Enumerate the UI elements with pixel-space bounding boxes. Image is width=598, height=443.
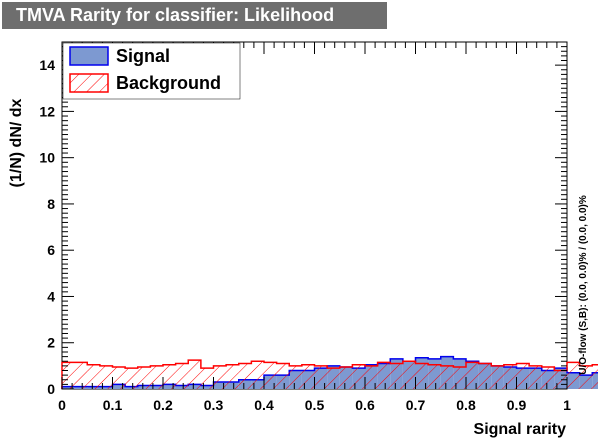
- y-tick-label: 8: [47, 196, 55, 212]
- background-bin: [327, 368, 340, 389]
- background-bin: [579, 365, 593, 389]
- background-bin: [314, 365, 328, 389]
- background-bin: [428, 364, 441, 389]
- y-tick-label: 14: [39, 57, 55, 73]
- background-bin: [301, 364, 315, 389]
- background-bin: [466, 362, 479, 389]
- legend-signal-swatch: [69, 46, 109, 66]
- background-bin: [163, 364, 176, 389]
- x-tick-label: 0.1: [103, 397, 123, 413]
- histogram-layer: [61, 355, 598, 389]
- background-bin: [226, 364, 239, 389]
- background-bin: [213, 365, 227, 389]
- background-bin: [516, 363, 530, 389]
- background-bin: [567, 362, 580, 389]
- background-bin: [251, 361, 264, 389]
- background-bin: [87, 364, 100, 389]
- background-bin: [264, 362, 277, 389]
- y-tick-label: 0: [47, 381, 55, 397]
- y-tick-label: 4: [47, 288, 55, 304]
- x-tick-label: 1: [563, 397, 571, 413]
- x-tick-label: 0.7: [406, 397, 426, 413]
- background-bin: [478, 363, 492, 389]
- background-outline: [61, 359, 598, 389]
- x-tick-label: 0.8: [456, 397, 476, 413]
- background-bin: [390, 363, 403, 389]
- background-bin: [188, 360, 201, 389]
- background-bin: [415, 363, 429, 389]
- x-tick-label: 0: [58, 397, 66, 413]
- y-tick-label: 12: [39, 103, 55, 119]
- background-bin: [125, 368, 138, 389]
- background-bin: [74, 362, 88, 389]
- x-tick-label: 0.5: [305, 397, 325, 413]
- background-bin: [175, 363, 189, 389]
- y-tick-label: 2: [47, 335, 55, 351]
- background-bin: [276, 363, 290, 389]
- background-bin: [339, 367, 353, 389]
- background-bin: [440, 365, 454, 389]
- x-tick-label: 0.4: [254, 397, 274, 413]
- x-tick-label: 0.3: [204, 397, 224, 413]
- background-bin: [137, 367, 151, 389]
- y-axis-title: (1/N) dN/ dx: [8, 98, 25, 187]
- background-bin: [238, 363, 252, 389]
- x-tick-label: 0.2: [153, 397, 173, 413]
- background-bin: [402, 361, 416, 389]
- legend-background-label: Background: [116, 73, 221, 93]
- background-bin: [365, 365, 378, 389]
- background-bin: [453, 367, 466, 389]
- background-bin: [150, 365, 163, 389]
- background-bin: [592, 364, 598, 389]
- chart-title: TMVA Rarity for classifier: Likelihood: [2, 2, 387, 29]
- background-bin: [62, 362, 75, 389]
- background-bin: [377, 362, 391, 389]
- background-bin: [541, 367, 555, 389]
- background-bin: [503, 364, 517, 389]
- overflow-label: U/O-flow (S,B): (0.0, 0.0)% / (0.0, 0.0)…: [578, 195, 589, 375]
- plot-frame: [61, 41, 568, 390]
- background-bin: [491, 365, 504, 389]
- background-bin: [529, 365, 542, 389]
- background-bin: [112, 367, 126, 389]
- background-bin: [352, 364, 365, 389]
- background-bin: [289, 365, 302, 389]
- background-bin: [200, 368, 214, 389]
- x-tick-label: 0.9: [507, 397, 527, 413]
- legend-background-swatch: [69, 73, 109, 93]
- legend: Signal Background: [62, 42, 241, 100]
- x-axis-title: Signal rarity: [474, 421, 567, 438]
- x-tick-label: 0.6: [355, 397, 375, 413]
- legend-signal-label: Signal: [116, 46, 170, 66]
- y-tick-label: 6: [47, 242, 55, 258]
- y-tick-label: 10: [39, 150, 55, 166]
- background-bin: [99, 365, 113, 389]
